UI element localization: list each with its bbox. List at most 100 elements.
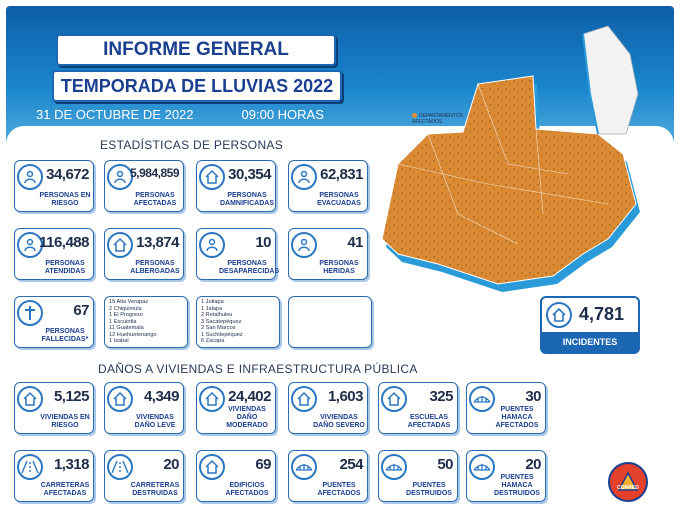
stat-value: 1,318 bbox=[53, 456, 90, 473]
stat-value: 13,874 bbox=[136, 234, 179, 251]
stat-card: 30,354 PERSONAS DAMNIFICADAS bbox=[196, 160, 276, 212]
stat-card: 24,402 VIVIENDAS DAÑO MODERADO bbox=[196, 382, 276, 434]
stat-card: 325 ESCUELAS AFECTADAS bbox=[378, 382, 458, 434]
stat-card: 69 EDIFICIOS AFECTADOS bbox=[196, 450, 276, 502]
stat-label: CARRETERAS DESTRUIDAS bbox=[130, 482, 180, 497]
stat-card: 1,318 CARRETERAS AFECTADAS bbox=[14, 450, 94, 502]
stat-card: 4,349 VIVIENDAS DAÑO LEVE bbox=[104, 382, 184, 434]
incidents-value: 4,781 bbox=[578, 304, 624, 324]
incidents-card: 4,781 INCIDENTES bbox=[540, 296, 640, 354]
stat-label: PERSONAS ATENDIDAS bbox=[44, 260, 86, 275]
stat-value: 4,349 bbox=[143, 388, 180, 405]
guatemala-map bbox=[368, 14, 668, 296]
stat-label: VIVIENDAS DAÑO MODERADO bbox=[226, 406, 268, 429]
deceased-list-item: 1 Escuintla bbox=[109, 318, 137, 325]
running-person-icon bbox=[291, 164, 317, 190]
injured-person-icon bbox=[291, 232, 317, 258]
stat-value: 5,125 bbox=[53, 388, 90, 405]
house-minor-icon bbox=[107, 386, 133, 412]
deceased-list-item: 11 Guatemala bbox=[109, 325, 144, 331]
deceased-list-item: 2 Chiquimula bbox=[109, 305, 142, 312]
stat-value: 5,984,859 bbox=[130, 166, 179, 180]
stat-label: VIVIENDAS DAÑO SEVERO bbox=[313, 414, 365, 429]
stat-value: 62,831 bbox=[320, 166, 363, 183]
deceased-list-item: 12 Huehuetenango bbox=[109, 331, 157, 338]
stat-value: 30,354 bbox=[228, 166, 271, 183]
incident-house-icon bbox=[546, 302, 572, 328]
road-icon bbox=[17, 454, 43, 480]
stat-card: 67 PERSONAS FALLECIDAS* bbox=[14, 296, 94, 348]
deceased-list-item: 1 El Progreso bbox=[109, 312, 143, 318]
stat-label: PUENTES AFECTADOS bbox=[317, 482, 361, 497]
report-title: INFORME GENERAL bbox=[56, 34, 336, 66]
attended-people-icon bbox=[17, 232, 43, 258]
stat-value: 30 bbox=[525, 388, 541, 405]
deceased-list-item: 2 San Marcos bbox=[201, 325, 236, 331]
stat-label: PERSONAS DAMNIFICADAS bbox=[219, 192, 275, 207]
school-icon bbox=[381, 386, 407, 412]
persons-section-title: ESTADÍSTICAS DE PERSONAS bbox=[100, 138, 284, 152]
report-time: 09:00 HORAS bbox=[241, 107, 324, 122]
stat-card: 20 CARRETERAS DESTRUIDAS bbox=[104, 450, 184, 502]
stat-value: 325 bbox=[429, 388, 453, 405]
stat-value: 116,488 bbox=[39, 234, 89, 251]
stat-card: 41 PERSONAS HERIDAS bbox=[288, 228, 368, 280]
shelter-icon bbox=[107, 232, 133, 258]
stat-card: 34,672 PERSONAS EN RIESGO bbox=[14, 160, 94, 212]
date-line: 31 DE OCTUBRE DE 2022 09:00 HORAS bbox=[36, 107, 324, 122]
stat-value: 1,603 bbox=[327, 388, 364, 405]
stat-label: PUENTES HAMACA AFECTADOS bbox=[495, 406, 539, 429]
hanging-bridge-icon bbox=[469, 386, 495, 412]
deceased-list-item: 6 Zacapa bbox=[201, 338, 225, 344]
house-moderate-icon bbox=[199, 386, 225, 412]
stat-label: PERSONAS EVACUADAS bbox=[317, 192, 361, 207]
stat-label: VIVIENDAS DAÑO LEVE bbox=[134, 414, 176, 429]
stat-value: 24,402 bbox=[228, 388, 271, 405]
hanging-bridge-destroyed-icon bbox=[469, 454, 495, 480]
stat-label: PERSONAS DESAPARECIDAS bbox=[219, 260, 280, 275]
stat-value: 10 bbox=[255, 234, 271, 251]
deceased-list-item: 2 Retalhuleu bbox=[201, 312, 233, 318]
stat-value: 254 bbox=[339, 456, 363, 473]
missing-person-icon bbox=[199, 232, 225, 258]
stat-label: ESCUELAS AFECTADAS bbox=[407, 414, 451, 429]
stat-card: 13,874 PERSONAS ALBERGADAS bbox=[104, 228, 184, 280]
bridge-destroyed-icon bbox=[381, 454, 407, 480]
incidents-label: INCIDENTES bbox=[542, 332, 638, 352]
stat-label: PERSONAS AFECTADAS bbox=[133, 192, 177, 207]
stat-card: 254 PUENTES AFECTADOS bbox=[288, 450, 368, 502]
stat-label: EDIFICIOS AFECTADOS bbox=[225, 482, 269, 497]
house-risk-icon bbox=[17, 386, 43, 412]
stat-value: 69 bbox=[255, 456, 271, 473]
stat-label: PERSONAS EN RIESGO bbox=[39, 192, 91, 207]
stat-card: 30 PUENTES HAMACA AFECTADOS bbox=[466, 382, 546, 434]
legend-dot-icon bbox=[412, 113, 417, 119]
stat-value: 34,672 bbox=[46, 166, 89, 183]
stat-card: 20 PUENTES HAMACA DESTRUIDOS bbox=[466, 450, 546, 502]
affected-people-icon bbox=[107, 164, 133, 190]
stat-label: PUENTES HAMACA DESTRUIDOS bbox=[494, 474, 540, 497]
conred-logo-icon bbox=[608, 462, 648, 502]
stat-card: 116,488 PERSONAS ATENDIDAS bbox=[14, 228, 94, 280]
stat-label: VIVIENDAS EN RIESGO bbox=[40, 414, 90, 429]
stat-value: 20 bbox=[525, 456, 541, 473]
stat-value: 20 bbox=[163, 456, 179, 473]
deceased-list-item: 1 Jalapa bbox=[201, 305, 223, 312]
report-date: 31 DE OCTUBRE DE 2022 bbox=[36, 107, 194, 122]
stat-card: 62,831 PERSONAS EVACUADAS bbox=[288, 160, 368, 212]
deceased-list-1: 15 Alta Verapaz 2 Chiquimula 1 El Progreso… bbox=[104, 296, 188, 348]
deceased-list-3-empty bbox=[288, 296, 372, 348]
house-severe-icon bbox=[291, 386, 317, 412]
stat-label: PERSONAS HERIDAS bbox=[319, 260, 359, 275]
stat-label: PUENTES DESTRUIDOS bbox=[406, 482, 452, 497]
conred-logo-text: CONRED bbox=[617, 485, 639, 491]
deceased-list-item: 15 Alta Verapaz bbox=[109, 299, 149, 305]
umbrella-people-icon bbox=[17, 164, 43, 190]
deceased-list-item: 1 Jutiapa bbox=[201, 299, 224, 305]
legend-label: DEPARTAMENTOS AFECTADOS bbox=[412, 113, 464, 125]
road-destroyed-icon bbox=[107, 454, 133, 480]
infrastructure-section-title: DAÑOS A VIVIENDAS E INFRAESTRUCTURA PÚBL… bbox=[98, 362, 418, 376]
stat-card: 50 PUENTES DESTRUIDOS bbox=[378, 450, 458, 502]
map-legend: DEPARTAMENTOS AFECTADOS bbox=[412, 113, 472, 125]
deceased-list-item: 1 Suchitepéquez bbox=[201, 331, 243, 338]
